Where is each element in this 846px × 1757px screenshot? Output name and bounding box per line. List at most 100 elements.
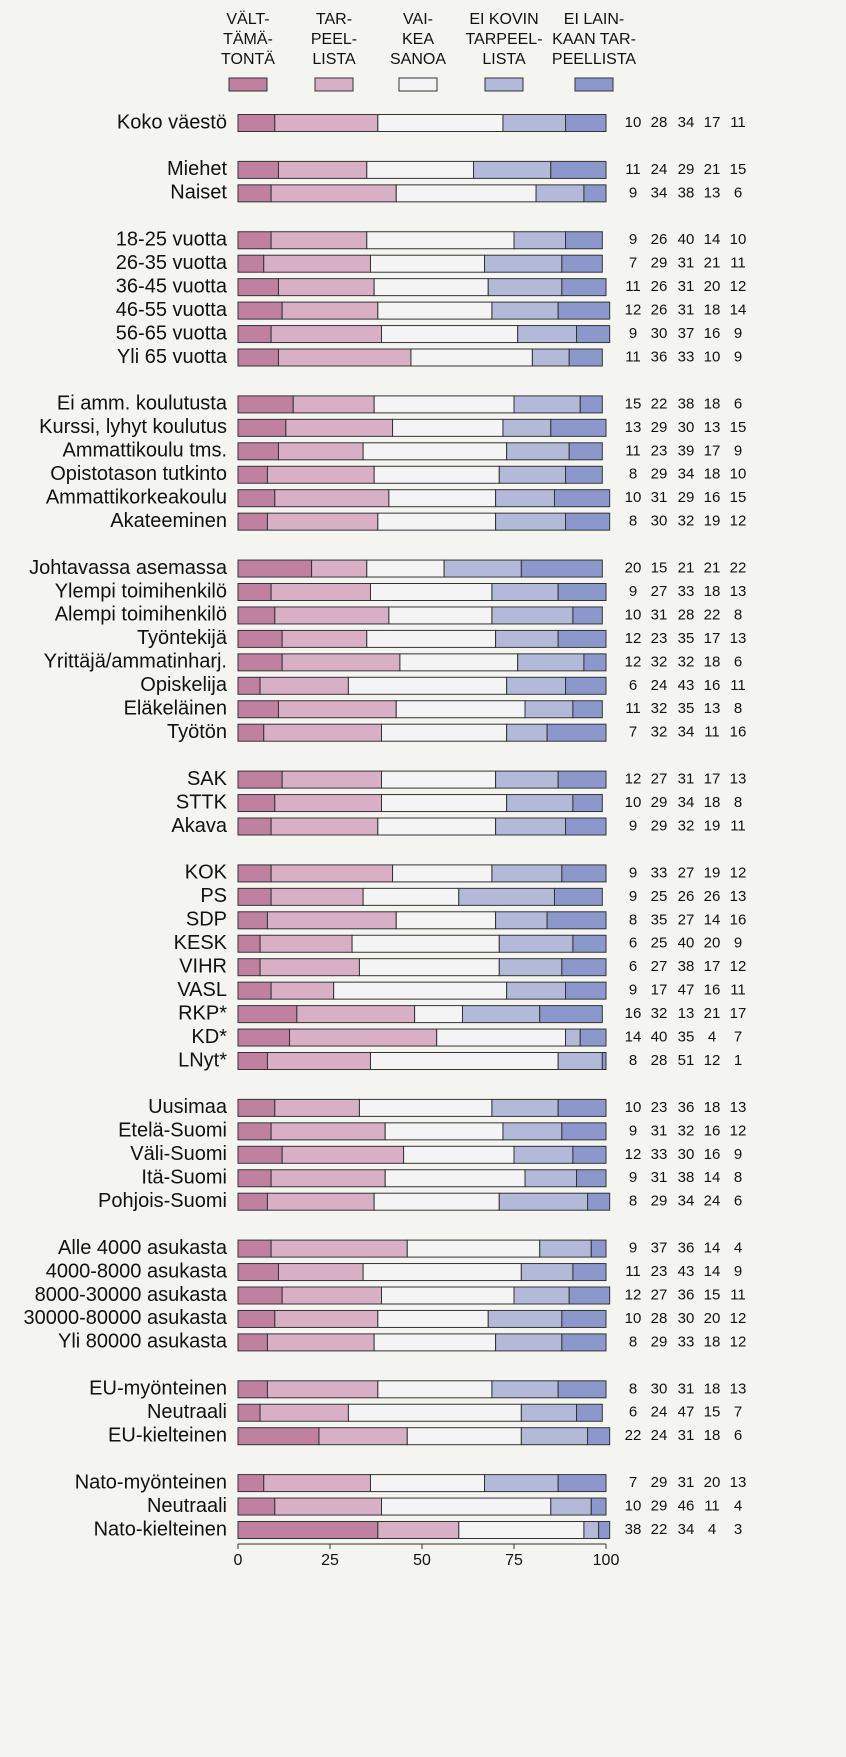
value-label: 31 xyxy=(651,606,668,623)
value-label: 17 xyxy=(704,630,721,647)
x-tick-label: 0 xyxy=(234,1552,243,1569)
bar-segment xyxy=(259,676,349,695)
bar-segment xyxy=(513,231,567,250)
value-label: 27 xyxy=(651,1286,668,1303)
bar-segment xyxy=(270,231,368,250)
value-label: 35 xyxy=(678,700,695,717)
legend-swatch xyxy=(228,77,268,92)
bar-segment xyxy=(237,1028,291,1047)
bar-segment xyxy=(358,958,500,977)
value-label: 47 xyxy=(678,1404,695,1421)
value-label: 13 xyxy=(704,419,721,436)
category-label: VASL xyxy=(177,979,227,1001)
bar-segment xyxy=(274,1309,379,1328)
bar-segment xyxy=(373,1333,497,1352)
bar-segment xyxy=(369,583,493,601)
bar-segment xyxy=(565,231,603,250)
bar-segment xyxy=(531,348,570,367)
bar-segment xyxy=(277,160,368,179)
value-label: 14 xyxy=(704,1240,721,1257)
value-label: 13 xyxy=(704,184,721,201)
bar-segment xyxy=(237,1192,268,1211)
category-label: Työntekijä xyxy=(137,627,228,649)
value-label: 8 xyxy=(629,1052,637,1069)
value-label: 12 xyxy=(730,1310,747,1327)
value-label: 11 xyxy=(730,677,746,694)
bar-segment xyxy=(388,489,497,508)
value-label: 28 xyxy=(651,114,668,131)
value-label: 32 xyxy=(678,817,695,834)
bar-segment xyxy=(270,1169,386,1188)
bar-segment xyxy=(579,1028,607,1047)
category-label: RKP* xyxy=(178,1002,227,1024)
value-label: 31 xyxy=(678,1474,695,1491)
bar-segment xyxy=(561,1122,607,1141)
value-label: 7 xyxy=(629,1474,637,1491)
bar-segment xyxy=(237,254,265,273)
value-label: 23 xyxy=(651,1263,668,1280)
value-label: 29 xyxy=(651,817,668,834)
bar-segment xyxy=(406,1239,541,1258)
bar-segment xyxy=(277,700,397,719)
value-label: 8 xyxy=(629,911,637,928)
value-label: 14 xyxy=(625,1029,642,1046)
value-label: 13 xyxy=(704,700,721,717)
bar-segment xyxy=(237,1427,320,1446)
category-label: 26-35 vuotta xyxy=(116,252,228,274)
value-label: 11 xyxy=(625,1263,641,1280)
value-label: 17 xyxy=(704,771,721,788)
value-label: 10 xyxy=(730,466,747,483)
bar-segment xyxy=(277,278,375,297)
value-label: 32 xyxy=(678,1122,695,1139)
value-label: 6 xyxy=(734,184,742,201)
bar-segment xyxy=(392,864,493,883)
bar-segment xyxy=(281,770,383,789)
value-label: 21 xyxy=(678,560,695,577)
bar-segment xyxy=(381,1286,515,1305)
value-label: 10 xyxy=(625,489,642,506)
bar-segment xyxy=(506,723,548,742)
bar-segment xyxy=(572,606,603,625)
bar-segment xyxy=(557,301,611,320)
value-label: 40 xyxy=(651,1029,668,1046)
value-label: 34 xyxy=(678,794,695,811)
value-label: 22 xyxy=(625,1427,642,1444)
bar-segment xyxy=(281,1145,405,1164)
bar-segment xyxy=(484,254,563,273)
bar-segment xyxy=(333,981,508,1000)
bar-segment xyxy=(576,1169,607,1188)
value-label: 31 xyxy=(678,302,695,319)
bar-segment xyxy=(487,278,563,297)
category-label: Opiskelija xyxy=(140,674,228,696)
legend-label: TAR- PEEL- LISTA xyxy=(310,11,358,68)
value-label: 10 xyxy=(625,794,642,811)
value-label: 13 xyxy=(730,1099,747,1116)
bar-segment xyxy=(498,934,574,953)
bar-segment xyxy=(259,934,353,953)
category-label: 36-45 vuotta xyxy=(116,275,228,297)
value-label: 38 xyxy=(678,1169,695,1186)
value-label: 18 xyxy=(704,583,721,600)
value-label: 40 xyxy=(678,231,695,248)
value-label: 28 xyxy=(678,606,695,623)
value-label: 4 xyxy=(734,1240,742,1257)
bar-segment xyxy=(270,817,379,836)
value-label: 36 xyxy=(678,1240,695,1257)
bar-segment xyxy=(539,1005,603,1024)
bar-segment xyxy=(373,395,515,414)
bar-segment xyxy=(491,606,574,625)
bar-segment xyxy=(237,395,294,414)
bar-segment xyxy=(237,1380,268,1399)
bar-segment xyxy=(557,629,607,648)
bar-segment xyxy=(399,653,519,672)
bar-segment xyxy=(237,887,272,906)
bar-segment xyxy=(557,770,607,789)
value-label: 14 xyxy=(704,911,721,928)
category-label: Miehet xyxy=(167,158,227,180)
value-label: 29 xyxy=(651,419,668,436)
x-tick-label: 75 xyxy=(505,1552,523,1569)
bar-segment xyxy=(513,1286,570,1305)
bar-segment xyxy=(576,325,611,344)
value-label: 47 xyxy=(678,982,695,999)
value-label: 24 xyxy=(651,1427,668,1444)
